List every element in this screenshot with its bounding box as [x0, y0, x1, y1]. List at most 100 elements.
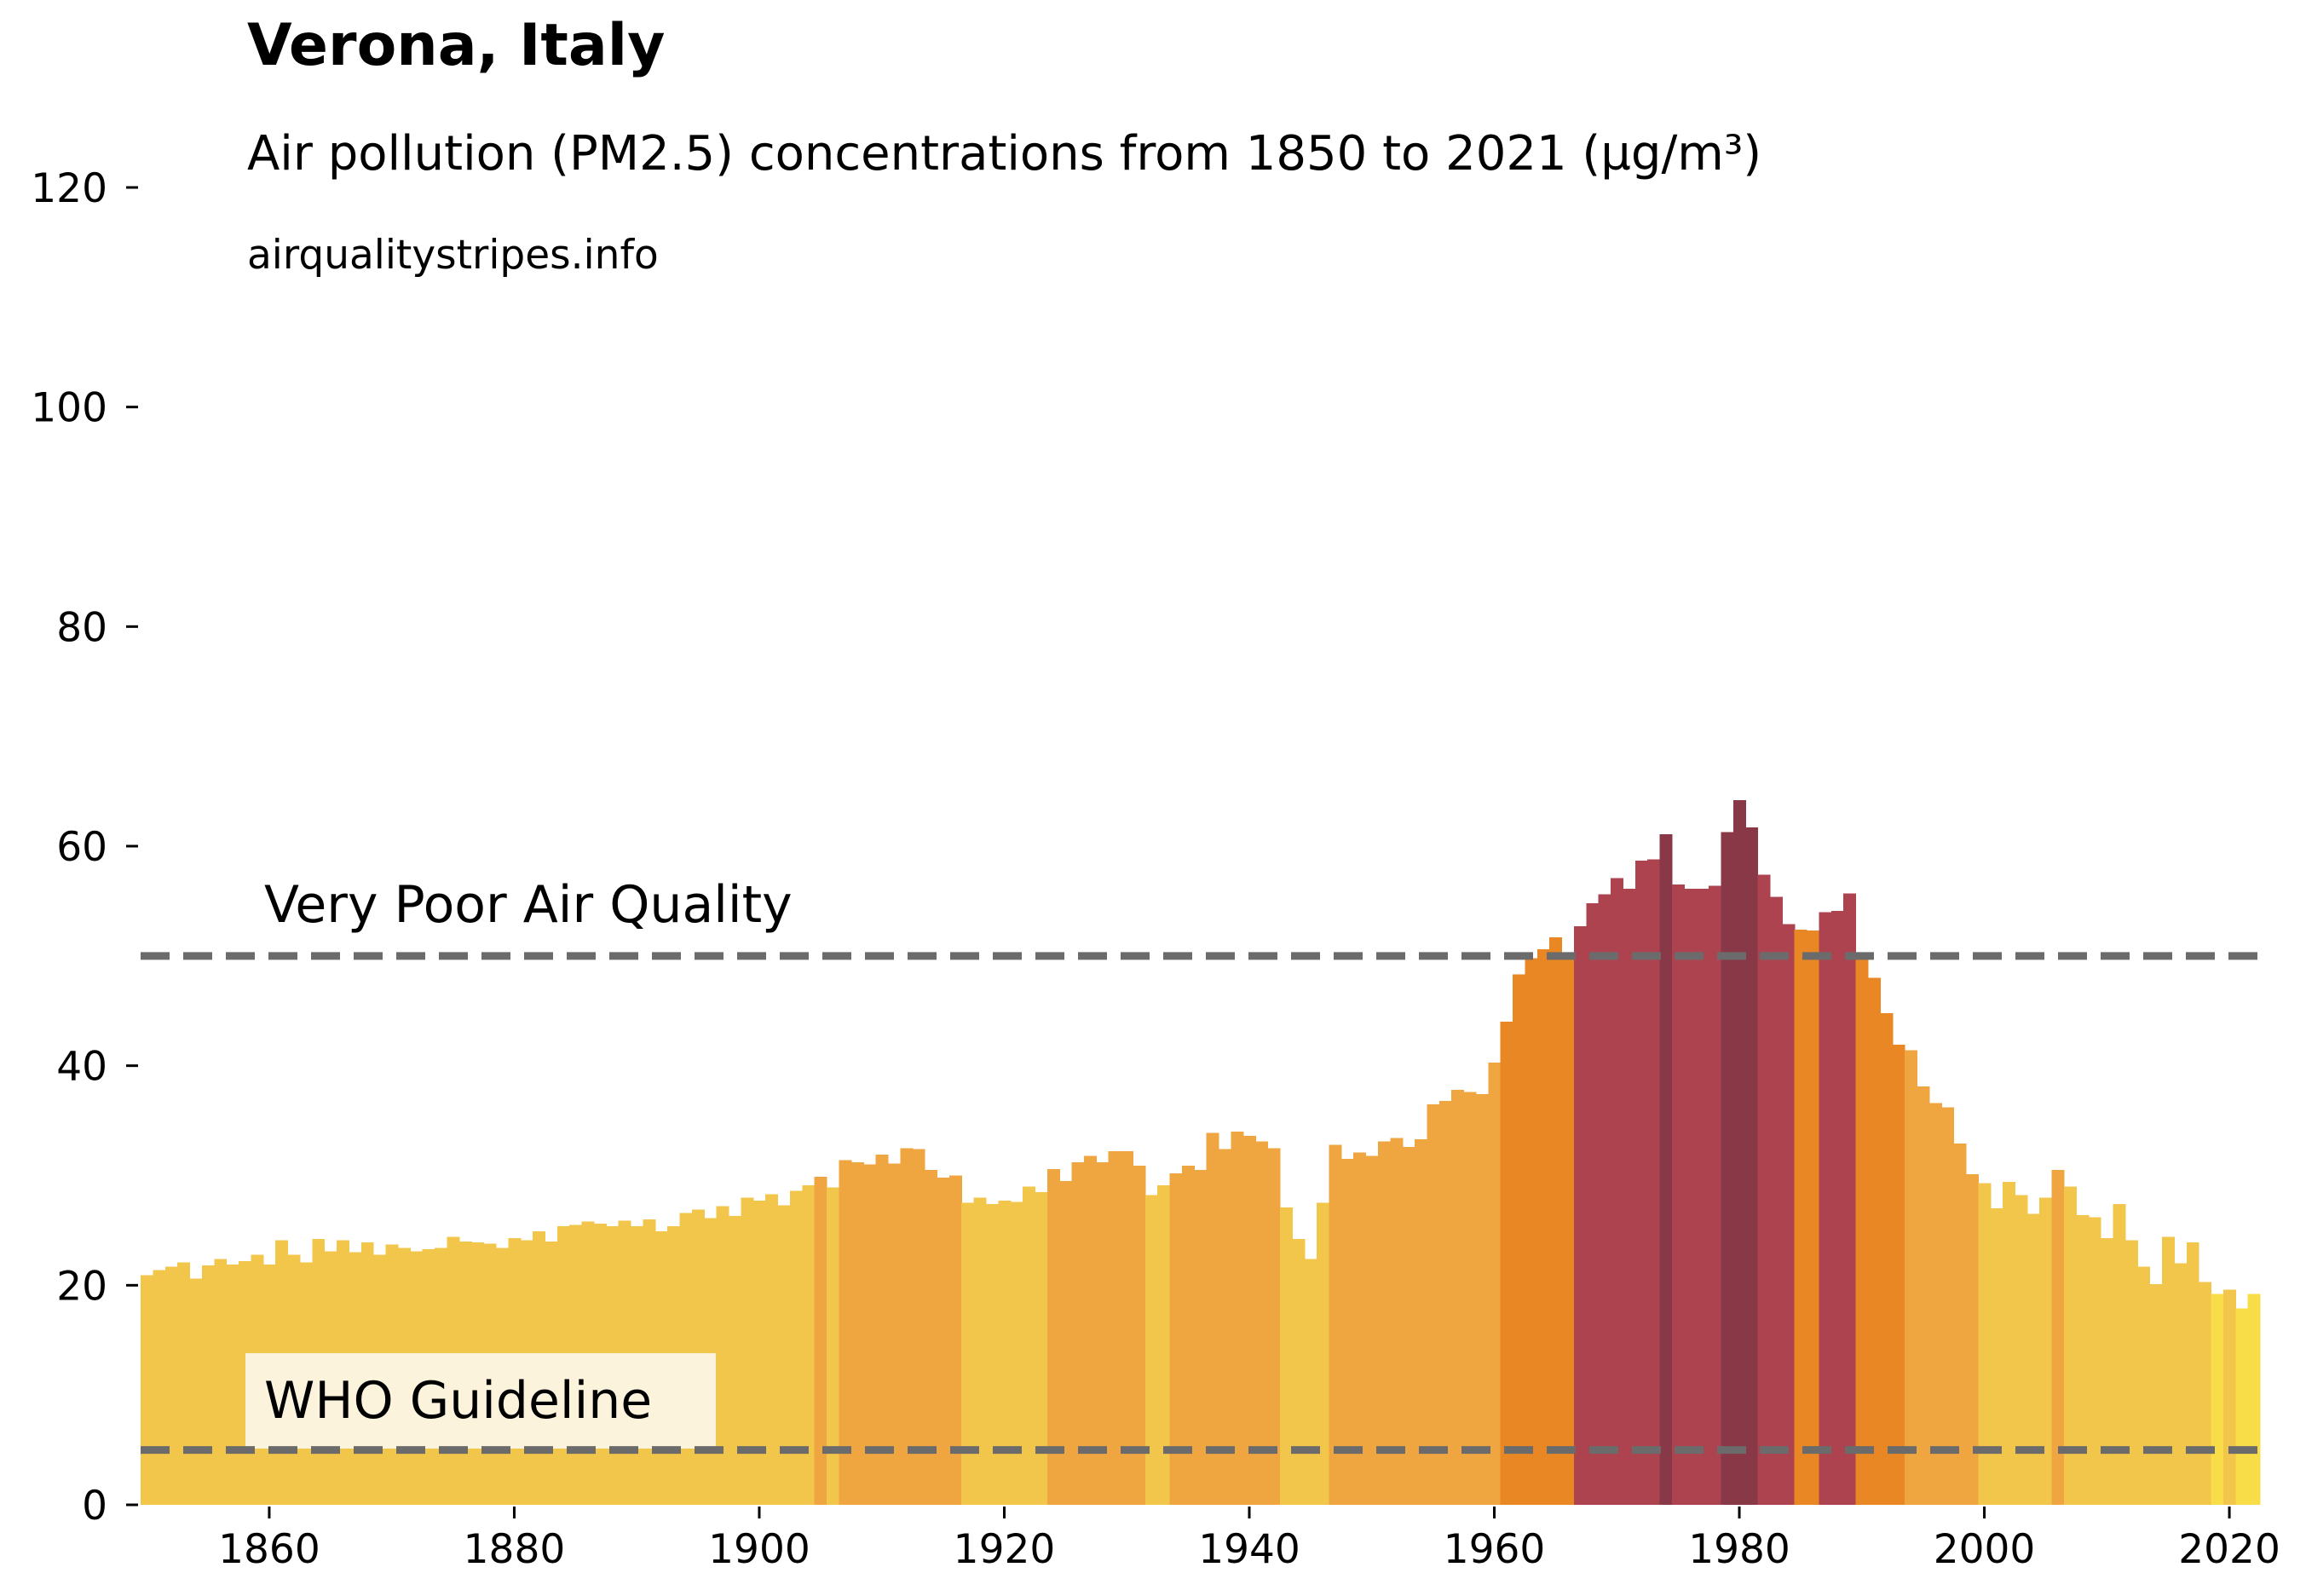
bar-1903: [789, 1190, 803, 1505]
bar-2011: [2113, 1204, 2126, 1505]
bar-1924: [1046, 1168, 1060, 1505]
bar-1930: [1121, 1151, 1134, 1505]
bar-1917: [961, 1202, 975, 1505]
bar-2005: [2039, 1197, 2053, 1505]
bar-1966: [1561, 957, 1575, 1505]
bar-1901: [765, 1194, 779, 1505]
bar-1996: [1928, 1103, 1942, 1505]
bar-1906: [827, 1187, 840, 1505]
bar-1937: [1206, 1132, 1219, 1505]
bar-1969: [1598, 894, 1611, 1505]
bar-1952: [1390, 1138, 1404, 1505]
bar-1964: [1536, 949, 1550, 1505]
bar-1900: [752, 1201, 766, 1505]
bar-1898: [729, 1216, 742, 1505]
bar-1923: [1035, 1191, 1048, 1505]
bar-1915: [937, 1178, 950, 1505]
bar-2007: [2063, 1186, 2077, 1505]
bar-2002: [2003, 1182, 2016, 1505]
bar-1997: [1941, 1107, 1955, 1505]
bar-1989: [1843, 893, 1857, 1505]
y-tick-label: 40: [56, 1044, 107, 1091]
bar-2022: [2247, 1294, 2261, 1505]
bar-2000: [1978, 1183, 1992, 1505]
bar-1973: [1647, 859, 1661, 1505]
bar-1853: [177, 1262, 191, 1505]
bar-1931: [1133, 1165, 1146, 1505]
bar-1921: [1010, 1201, 1023, 1505]
bar-1938: [1219, 1149, 1232, 1505]
bar-2009: [2088, 1217, 2101, 1505]
bar-1944: [1292, 1239, 1306, 1505]
bar-1993: [1892, 1045, 1905, 1505]
bar-1946: [1317, 1202, 1330, 1505]
bar-1999: [1965, 1174, 1979, 1505]
bar-1990: [1855, 954, 1869, 1505]
bar-1983: [1769, 896, 1783, 1505]
bar-1857: [226, 1264, 239, 1505]
bar-1980: [1732, 799, 1746, 1505]
bar-1939: [1231, 1131, 1244, 1505]
bar-2006: [2051, 1170, 2065, 1505]
bar-2017: [2186, 1242, 2199, 1505]
bar-1953: [1402, 1147, 1415, 1505]
bar-1958: [1463, 1092, 1477, 1505]
bar-1926: [1071, 1162, 1085, 1505]
bar-1920: [998, 1201, 1012, 1505]
bar-1947: [1329, 1144, 1342, 1505]
bar-1934: [1169, 1173, 1183, 1505]
bar-1907: [839, 1160, 852, 1505]
bar-1959: [1475, 1094, 1489, 1505]
bar-1995: [1917, 1086, 1930, 1505]
x-tick-label: 1860: [218, 1526, 320, 1573]
bar-1979: [1721, 832, 1734, 1505]
bar-1982: [1757, 874, 1771, 1505]
bar-2018: [2199, 1282, 2212, 1505]
bar-1910: [875, 1155, 889, 1505]
bar-1851: [153, 1270, 166, 1505]
bar-1933: [1157, 1185, 1171, 1505]
bar-1998: [1953, 1144, 1967, 1505]
bar-1974: [1659, 833, 1673, 1505]
bar-1855: [201, 1265, 215, 1505]
bar-1925: [1059, 1180, 1073, 1505]
bar-2019: [2211, 1294, 2224, 1505]
bar-1963: [1525, 958, 1538, 1505]
bar-2020: [2222, 1289, 2236, 1505]
bar-1972: [1634, 860, 1648, 1505]
bar-1991: [1867, 977, 1881, 1505]
bar-1854: [189, 1278, 203, 1505]
bar-2021: [2235, 1308, 2249, 1505]
bar-1967: [1573, 926, 1587, 1505]
who-guideline-label-background: [245, 1353, 716, 1449]
bar-1976: [1684, 889, 1698, 1505]
bar-2004: [2026, 1213, 2040, 1505]
bar-1936: [1194, 1170, 1208, 1505]
bar-1984: [1782, 924, 1796, 1505]
chart-subtitle: Air pollution (PM2.5) concentrations fro…: [247, 126, 1762, 181]
bar-1908: [850, 1162, 864, 1505]
x-tick-label: 2000: [1934, 1526, 2036, 1573]
bar-1942: [1267, 1148, 1281, 1505]
bar-1948: [1340, 1159, 1354, 1505]
who-guideline-label: WHO Guideline: [264, 1371, 652, 1431]
bar-1918: [973, 1197, 987, 1505]
bar-2012: [2124, 1240, 2138, 1505]
bar-1975: [1671, 884, 1685, 1505]
bar-1904: [802, 1185, 816, 1505]
bar-1941: [1255, 1141, 1269, 1505]
reference-lines-group: Very Poor Air Quality WHO Guideline: [141, 875, 2260, 1455]
y-tick-label: 20: [56, 1263, 107, 1310]
bar-1962: [1513, 974, 1526, 1505]
bar-1988: [1830, 911, 1844, 1505]
bars-group: [141, 799, 2261, 1505]
bar-1961: [1500, 1022, 1513, 1505]
bar-1981: [1745, 827, 1759, 1505]
bar-1968: [1586, 902, 1600, 1505]
bar-1911: [887, 1163, 901, 1505]
bar-2016: [2174, 1263, 2188, 1505]
bar-1856: [214, 1259, 228, 1505]
bar-2013: [2137, 1266, 2151, 1505]
bar-1919: [985, 1204, 999, 1505]
